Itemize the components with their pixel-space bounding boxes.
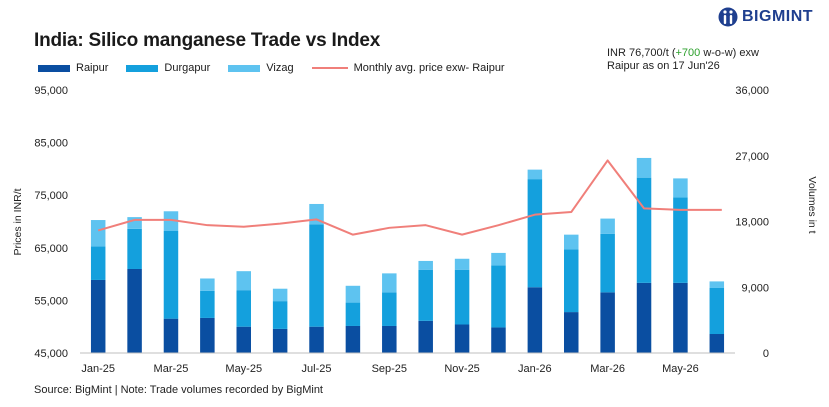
- legend-label: Vizag: [266, 62, 294, 74]
- brand-logo: BIGMINT: [718, 6, 813, 28]
- bar-vizag: [491, 252, 506, 266]
- bar-raipur: [382, 325, 397, 353]
- bar-raipur: [454, 324, 470, 353]
- y-right-tick-label: 27,000: [735, 151, 769, 163]
- bar-durgapur: [636, 177, 652, 283]
- bar-vizag: [90, 220, 106, 247]
- y-right-tick-label: 0: [763, 348, 769, 360]
- bar-raipur: [709, 334, 725, 353]
- y-left-tick-label: 75,000: [34, 190, 68, 202]
- bar-raipur: [90, 279, 106, 353]
- bar-vizag: [709, 281, 725, 288]
- bar-durgapur: [491, 265, 506, 328]
- bar-durgapur: [345, 302, 361, 326]
- legend-label: Monthly avg. price exw- Raipur: [353, 62, 505, 74]
- bar-vizag: [163, 211, 179, 231]
- x-tick-label: Mar-26: [590, 363, 625, 375]
- bar-durgapur: [163, 230, 179, 319]
- bar-vizag: [200, 278, 215, 291]
- page-title: India: Silico manganese Trade vs Index: [34, 30, 381, 51]
- legend-label: Durgapur: [164, 62, 211, 74]
- price-info-line2: Raipur as on 17 Jun'26: [607, 60, 720, 72]
- bar-vizag: [309, 203, 324, 225]
- bar-durgapur: [709, 287, 725, 335]
- bar-raipur: [636, 282, 652, 353]
- legend-swatch: [38, 64, 70, 72]
- bar-raipur: [272, 328, 288, 353]
- bar-raipur: [418, 320, 433, 353]
- price-change: +700: [675, 47, 701, 59]
- bar-raipur: [491, 327, 506, 353]
- legend-swatch: [126, 64, 159, 72]
- bar-durgapur: [236, 290, 251, 327]
- x-tick-label: Jan-26: [518, 363, 552, 375]
- price-line: [97, 159, 722, 236]
- bar-raipur: [527, 287, 543, 353]
- y-left-tick-label: 65,000: [34, 243, 68, 255]
- bar-durgapur: [382, 292, 397, 326]
- bar-durgapur: [272, 301, 288, 329]
- legend-item-price: Monthly avg. price exw- Raipur: [311, 62, 505, 74]
- bar-durgapur: [127, 228, 142, 269]
- x-tick-label: Jul-25: [302, 363, 332, 375]
- bar-vizag: [382, 273, 397, 293]
- x-tick-label: May-26: [662, 363, 699, 375]
- bar-vizag: [527, 169, 543, 180]
- y-left-axis-title: Prices in INR/t: [12, 188, 24, 255]
- y-left-tick-label: 45,000: [34, 348, 68, 360]
- y-left-tick-label: 95,000: [34, 85, 68, 97]
- y-left-tick-label: 55,000: [34, 295, 68, 307]
- bar-raipur: [236, 326, 251, 353]
- bar-vizag: [236, 271, 251, 291]
- bar-raipur: [564, 312, 579, 353]
- legend-label: Raipur: [76, 62, 109, 74]
- legend-item-durgapur: Durgapur: [126, 62, 210, 74]
- y-left-tick-label: 85,000: [34, 138, 68, 150]
- legend-item-raipur: Raipur: [38, 62, 108, 74]
- bar-vizag: [673, 178, 688, 198]
- bar-raipur: [163, 318, 179, 353]
- y-right-axis-title: Volumes in t: [806, 176, 818, 233]
- bar-durgapur: [90, 246, 106, 280]
- legend-line: [311, 67, 348, 69]
- legend-swatch: [228, 64, 261, 72]
- bigmint-logo-icon: [718, 7, 738, 27]
- x-tick-label: May-25: [225, 363, 262, 375]
- bar-durgapur: [418, 269, 433, 321]
- x-tick-label: Jan-25: [81, 363, 115, 375]
- bar-vizag: [345, 285, 361, 303]
- bar-durgapur: [454, 269, 470, 325]
- price-info: INR 76,700/t (+700 w-o-w) exw Raipur as …: [607, 47, 759, 73]
- bar-durgapur: [527, 179, 543, 288]
- y-right-tick-label: 36,000: [735, 85, 769, 97]
- bar-vizag: [127, 217, 142, 229]
- bar-durgapur: [564, 249, 579, 313]
- bar-vizag: [636, 157, 652, 178]
- bar-vizag: [600, 218, 615, 234]
- x-tick-label: Nov-25: [444, 363, 479, 375]
- bar-durgapur: [309, 224, 324, 327]
- logo-text: BIGMINT: [742, 8, 814, 25]
- legend-item-vizag: Vizag: [228, 62, 294, 74]
- bar-raipur: [200, 317, 215, 353]
- x-tick-label: Mar-25: [154, 363, 189, 375]
- price-info-line1: INR 76,700/t (+700 w-o-w) exw: [607, 47, 759, 59]
- bar-raipur: [345, 325, 361, 353]
- bar-durgapur: [200, 290, 215, 318]
- bar-vizag: [418, 260, 433, 270]
- bar-vizag: [564, 234, 579, 250]
- bar-vizag: [272, 288, 288, 302]
- bar-raipur: [309, 326, 324, 353]
- x-tick-label: Sep-25: [372, 363, 407, 375]
- chart-legend: Raipur Durgapur Vizag Monthly avg. price…: [38, 62, 523, 74]
- bar-vizag: [454, 258, 470, 270]
- y-right-tick-label: 18,000: [735, 217, 769, 229]
- bar-raipur: [673, 282, 688, 353]
- source-note: Source: BigMint | Note: Trade volumes re…: [34, 384, 323, 396]
- bar-durgapur: [600, 233, 615, 293]
- bar-raipur: [600, 292, 615, 353]
- bar-raipur: [127, 268, 142, 353]
- y-right-tick-label: 9,000: [741, 282, 769, 294]
- bar-durgapur: [673, 197, 688, 283]
